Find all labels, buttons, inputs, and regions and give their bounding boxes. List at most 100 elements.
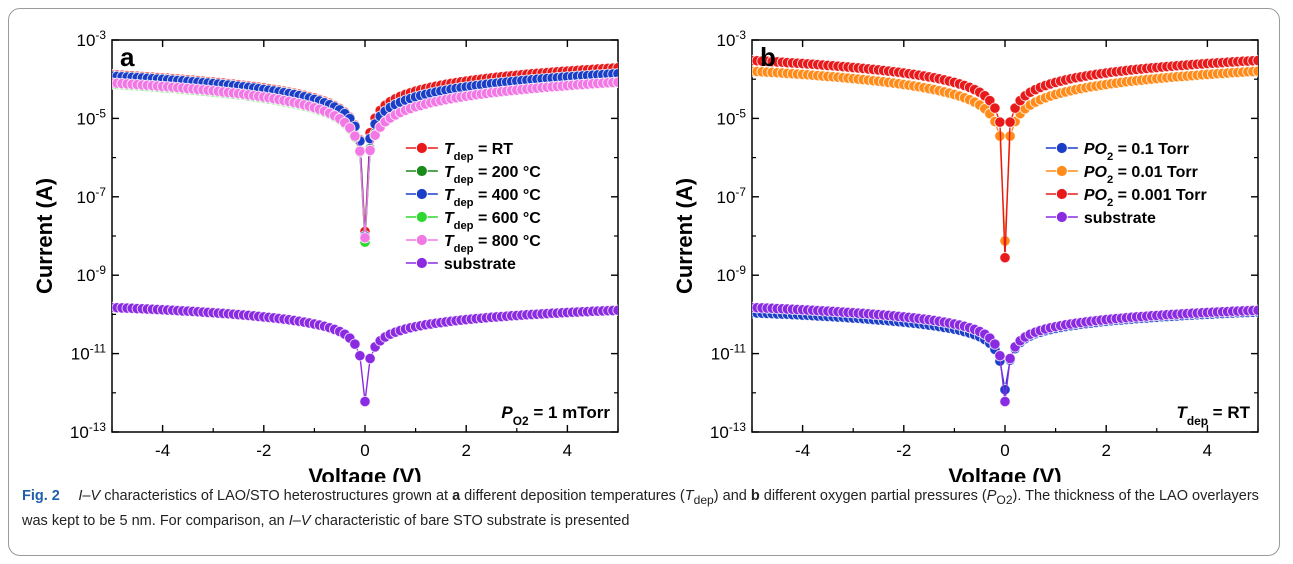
legend-marker	[1055, 165, 1068, 177]
y-tick-label: 10-7	[77, 185, 107, 207]
legend-entry: substrate	[1084, 210, 1156, 227]
data-point	[989, 102, 1001, 114]
x-tick-label: 0	[360, 441, 369, 460]
data-point	[369, 129, 381, 141]
legend-marker	[1055, 142, 1068, 154]
caption-segment: I–V	[78, 488, 101, 504]
x-axis-title: Voltage (V)	[308, 464, 421, 482]
chart-panel-a: -4 -2 0 2 4 10-3 10-5 10-7 10-9 10-11 10-13 Voltage…	[32, 28, 619, 482]
legend-entry: Tdep = 600 °C	[444, 210, 541, 232]
legend-marker	[415, 165, 428, 177]
legend-entry: Tdep = 200 °C	[444, 164, 541, 186]
y-axis-title: Current (A)	[32, 178, 57, 294]
x-tick-label: 4	[1203, 441, 1212, 460]
y-tick-label: 10-5	[717, 106, 747, 128]
data-point	[364, 144, 376, 157]
legend-entry: PO2 = 0.1 Torr	[1084, 141, 1189, 163]
data-point	[999, 395, 1011, 408]
x-tick-label: 2	[461, 441, 470, 460]
chart-panel-b: -4 -2 0 2 4 10-3 10-5 10-7 10-9 10-11 10-13 Voltage…	[672, 28, 1259, 482]
legend-entry: substrate	[444, 256, 516, 273]
x-tick-label: 0	[1000, 441, 1009, 460]
figure-frame	[8, 8, 1280, 556]
caption-segment: I–V	[288, 512, 311, 529]
legend-entry: Tdep = RT	[444, 141, 513, 163]
data-point	[354, 350, 366, 362]
data-point	[1252, 304, 1258, 316]
y-tick-label: 10-3	[77, 28, 107, 50]
y-tick-label: 10-11	[71, 342, 107, 364]
condition-note: Tdep = RT	[1176, 403, 1250, 428]
legend-marker	[415, 188, 428, 200]
caption-segment: T	[684, 488, 694, 504]
data-point	[994, 116, 1006, 128]
data-point	[349, 130, 361, 142]
panel-label: a	[120, 42, 135, 72]
legend-marker	[415, 142, 428, 154]
data-point	[994, 350, 1006, 362]
y-tick-label: 10-13	[70, 420, 106, 442]
data-layer	[752, 54, 1258, 408]
data-point	[612, 76, 618, 88]
legend-entry: Tdep = 400 °C	[444, 187, 541, 209]
x-tick-label: -2	[256, 441, 271, 460]
series-1	[752, 65, 1258, 247]
data-point	[359, 232, 371, 244]
data-point	[359, 395, 371, 408]
data-point	[1252, 54, 1258, 67]
data-point	[999, 252, 1011, 264]
data-point	[1252, 65, 1258, 77]
y-tick-label: 10-9	[77, 263, 107, 285]
data-layer	[112, 62, 618, 408]
x-tick-label: 4	[563, 441, 572, 460]
x-tick-label: -4	[155, 441, 170, 460]
series-3	[752, 301, 1258, 408]
y-tick-label: 10-11	[711, 342, 747, 364]
y-tick-label: 10-13	[710, 420, 746, 442]
caption-segment: ). The thickness of the LAO overlayers w…	[22, 488, 1259, 529]
y-tick-label: 10-5	[77, 106, 107, 128]
caption-segment: characteristic of bare STO substrate is …	[310, 512, 630, 529]
x-tick-label: -4	[795, 441, 810, 460]
series-line	[112, 73, 618, 237]
y-tick-label: 10-9	[717, 263, 747, 285]
x-tick-label: -2	[896, 441, 911, 460]
caption-text: I–V characteristics of LAO/STO heterostr…	[22, 488, 1259, 529]
data-point	[349, 338, 361, 350]
series-line	[112, 79, 618, 240]
series-2	[752, 54, 1258, 264]
series-5	[112, 301, 618, 408]
y-tick-label: 10-3	[717, 28, 747, 50]
series-4	[112, 76, 618, 244]
legend-marker	[1055, 211, 1068, 223]
legend-marker	[1055, 188, 1068, 200]
legend-marker	[415, 257, 428, 269]
caption-segment: a	[452, 488, 461, 504]
y-tick-label: 10-7	[717, 185, 747, 207]
caption-segment: different oxygen partial pressures (	[759, 488, 987, 504]
panel-label: b	[760, 42, 776, 72]
legend-entry: PO2 = 0.001 Torr	[1084, 187, 1207, 209]
condition-note: PO2 = 1 mTorr	[501, 403, 610, 428]
data-point	[1004, 352, 1016, 365]
series-line	[752, 311, 1258, 390]
series-0	[752, 306, 1258, 396]
caption-segment: b	[750, 488, 760, 504]
caption-figure-label: Fig. 2	[22, 488, 60, 504]
caption-segment: O2	[996, 492, 1013, 507]
series-line	[112, 81, 618, 238]
caption-segment: different deposition temperatures (	[460, 488, 685, 504]
data-point	[354, 145, 366, 157]
caption-segment: P	[986, 488, 997, 504]
x-axis-title: Voltage (V)	[948, 464, 1061, 482]
figure-caption: Fig. 2 I–V characteristics of LAO/STO he…	[22, 486, 1272, 532]
caption-segment: dep	[693, 492, 714, 507]
data-point	[999, 384, 1011, 396]
data-point	[364, 352, 376, 365]
caption-segment: ) and	[713, 488, 751, 504]
data-point	[989, 338, 1001, 350]
data-point	[612, 304, 618, 316]
y-axis-title: Current (A)	[672, 178, 697, 294]
